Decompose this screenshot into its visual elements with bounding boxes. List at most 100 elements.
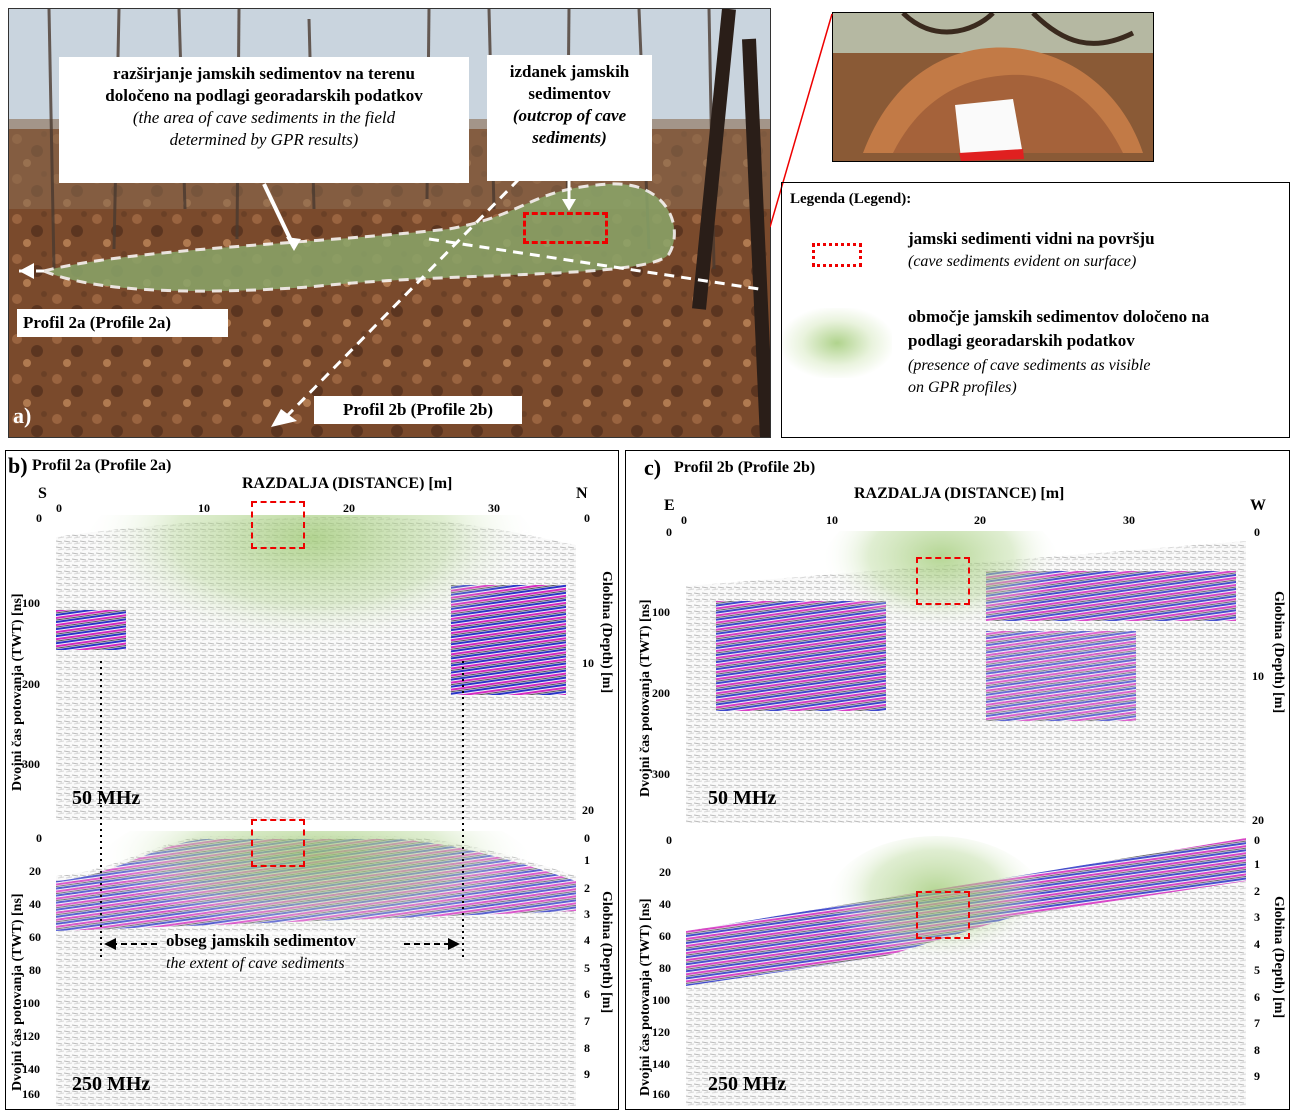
b-bot-ytick-60: 60 [29,930,41,944]
b-xtick-20: 20 [343,501,355,515]
c-top-depth-10: 10 [1252,669,1264,683]
legend-item1-line2: (cave sediments evident on surface) [908,253,1137,270]
legend-item1-line1: jamski sedimenti vidni na površju [908,229,1155,248]
legend-item2-line2: podlagi georadarskih podatkov [908,331,1135,350]
c-top-ylabel-right: Globina (Depth) [m] [1271,591,1286,714]
c-top-ylabel: Dvojni čas potovanja (TWT) [ns] [638,599,653,797]
c-bot-depth-3: 3 [1254,910,1260,924]
b-top-ylabel: Dvojni čas potovanja (TWT) [ns] [10,593,25,791]
b-bottom-ylabel-right: Globina (Depth) [m] [599,891,614,1014]
c-top-ytick-300: 300 [652,767,670,781]
panel-c-left-dir: E [664,497,675,514]
c-bottom-ylabel-right: Globina (Depth) [m] [1271,896,1286,1019]
b-top-ytick-300: 300 [22,757,40,771]
panel-c: c) Profil 2b (Profile 2b) RAZDALJA (DIST… [625,450,1290,1110]
b-bot-depth-1: 1 [584,853,590,867]
c-top-depth-20: 20 [1252,813,1264,827]
c-bot-ytick-120: 120 [652,1025,670,1039]
field-photo: razširjanje jamskih sedimentov na terenu… [8,8,771,438]
c-bot-ytick-0: 0 [666,833,672,847]
c-bot-ytick-140: 140 [652,1057,670,1071]
c-bot-depth-7: 7 [1254,1016,1260,1030]
b-bot-ytick-0: 0 [36,831,42,845]
c-bot-ytick-80: 80 [659,961,671,975]
c-top-ytick-200: 200 [652,686,670,700]
c-bot-depth-0: 0 [1254,833,1260,847]
c-bot-depth-8: 8 [1254,1043,1260,1057]
b-bot-ytick-160: 160 [22,1087,40,1101]
outcrop-photo [832,12,1154,162]
b-top-ytick-200: 200 [22,677,40,691]
b-top-depth-20: 20 [582,803,594,817]
b-xtick-0: 0 [56,501,62,515]
c-bot-ytick-40: 40 [659,897,671,911]
b-bot-depth-0: 0 [584,831,590,845]
callout-right-line4: sediments) [532,128,607,147]
b-bot-depth-8: 8 [584,1041,590,1055]
b-top-freq: 50 MHz [72,787,141,809]
panel-b-title: Profil 2a (Profile 2a) [32,457,172,474]
b-250mhz-radargram [56,831,576,1106]
c-bot-depth-1: 1 [1254,857,1260,871]
callout-left: razširjanje jamskih sedimentov na terenu… [59,57,469,183]
panel-c-label: c) [644,455,662,480]
c-top-outcrop-marker [916,557,970,605]
c-xtick-10: 10 [826,513,838,527]
b-bottom-outcrop-marker [251,819,305,867]
b-bot-ytick-100: 100 [22,996,40,1010]
c-bot-depth-9: 9 [1254,1069,1260,1083]
c-xtick-0: 0 [681,513,687,527]
c-bot-depth-5: 5 [1254,963,1260,977]
outcrop-marker [523,212,608,244]
b-bot-ytick-80: 80 [29,963,41,977]
c-bot-depth-4: 4 [1254,937,1260,951]
c-bot-ytick-20: 20 [659,865,671,879]
c-250mhz-radargram [686,836,1246,1106]
callout-right-line2: sedimentov [528,84,611,103]
panel-b-left-dir: S [38,485,47,502]
b-top-ylabel-right: Globina (Depth) [m] [599,571,614,694]
legend-item2-line4: on GPR profiles) [908,379,1017,396]
callout-right-line3: (outcrop of cave [512,106,627,125]
b-bot-depth-4: 4 [584,933,590,947]
panel-a-label: a) [13,403,32,428]
c-top-ytick-0: 0 [666,525,672,539]
c-top-ytick-100: 100 [652,605,670,619]
c-bot-depth-2: 2 [1254,884,1260,898]
c-xtick-20: 20 [974,513,986,527]
c-top-freq: 50 MHz [708,787,777,809]
panel-c-title: Profil 2b (Profile 2b) [674,459,816,476]
c-bot-depth-6: 6 [1254,990,1260,1004]
profile-2b-label: Profil 2b (Profile 2b) [314,396,522,424]
c-bottom-freq: 250 MHz [708,1073,787,1095]
legend-red-swatch [812,243,862,267]
c-xtick-30: 30 [1123,513,1135,527]
b-bot-ytick-20: 20 [29,864,41,878]
panel-b-label: b) [8,453,28,478]
callout-left-line4: determined by GPR results) [169,130,359,149]
b-bot-ytick-40: 40 [29,897,41,911]
callout-left-line3: (the area of cave sediments in the field [132,108,396,127]
outcrop-leader-line [770,13,833,228]
panel-b-xlabel: RAZDALJA (DISTANCE) [m] [242,475,453,492]
c-top-depth-0: 0 [1254,525,1260,539]
b-bot-ytick-140: 140 [22,1062,40,1076]
b-bot-depth-7: 7 [584,1014,590,1028]
legend-green-swatch [782,308,892,378]
c-bot-ytick-100: 100 [652,993,670,1007]
panel-c-right-dir: W [1250,497,1266,514]
b-bot-depth-5: 5 [584,961,590,975]
legend-item2-line3: (presence of cave sediments as visible [908,357,1151,374]
callout-left-line1: razširjanje jamskih sedimentov na terenu [113,64,415,83]
c-bot-ytick-160: 160 [652,1087,670,1101]
b-extent-line2: the extent of cave sediments [166,955,345,973]
c-bottom-ylabel: Dvojni čas potovanja (TWT) [ns] [638,898,653,1096]
b-top-depth-0: 0 [584,511,590,525]
b-bottom-ylabel: Dvojni čas potovanja (TWT) [ns] [10,893,25,1091]
b-50mhz-radargram [56,515,576,820]
panel-c-xlabel: RAZDALJA (DISTANCE) [m] [854,485,1065,502]
b-bot-depth-9: 9 [584,1067,590,1081]
legend: Legenda (Legend): jamski sedimenti vidni… [781,182,1290,438]
b-bot-ytick-120: 120 [22,1029,40,1043]
b-bottom-freq: 250 MHz [72,1073,151,1095]
